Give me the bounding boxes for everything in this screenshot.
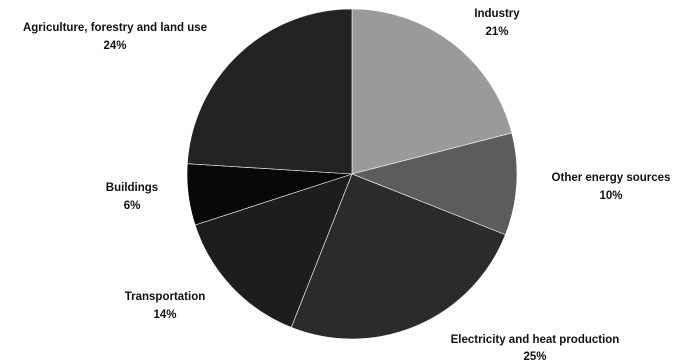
label-buildings: Buildings — [106, 182, 158, 194]
value-other-energy-sources: 10% — [599, 190, 622, 202]
slice-industry — [351, 8, 513, 175]
label-transportation: Transportation — [125, 291, 206, 303]
label-agriculture-forestry-and-land-use: Agriculture, forestry and land use — [23, 22, 207, 34]
label-electricity-and-heat-production: Electricity and heat production — [451, 334, 620, 346]
label-industry: Industry — [474, 8, 520, 20]
value-industry: 21% — [485, 26, 508, 38]
slice-agriculture-forestry-and-land-use — [187, 8, 353, 175]
slice-other-energy-sources — [351, 132, 518, 236]
pie-slices — [186, 8, 518, 340]
value-electricity-and-heat-production: 25% — [523, 351, 546, 362]
pie-labels: Industry 21% Other energy sources 10% El… — [23, 8, 670, 362]
value-agriculture-forestry-and-land-use: 24% — [103, 40, 126, 52]
value-buildings: 6% — [124, 200, 141, 212]
value-transportation: 14% — [153, 309, 176, 321]
slice-electricity-and-heat-production — [290, 173, 506, 340]
label-other-energy-sources: Other energy sources — [552, 172, 671, 184]
